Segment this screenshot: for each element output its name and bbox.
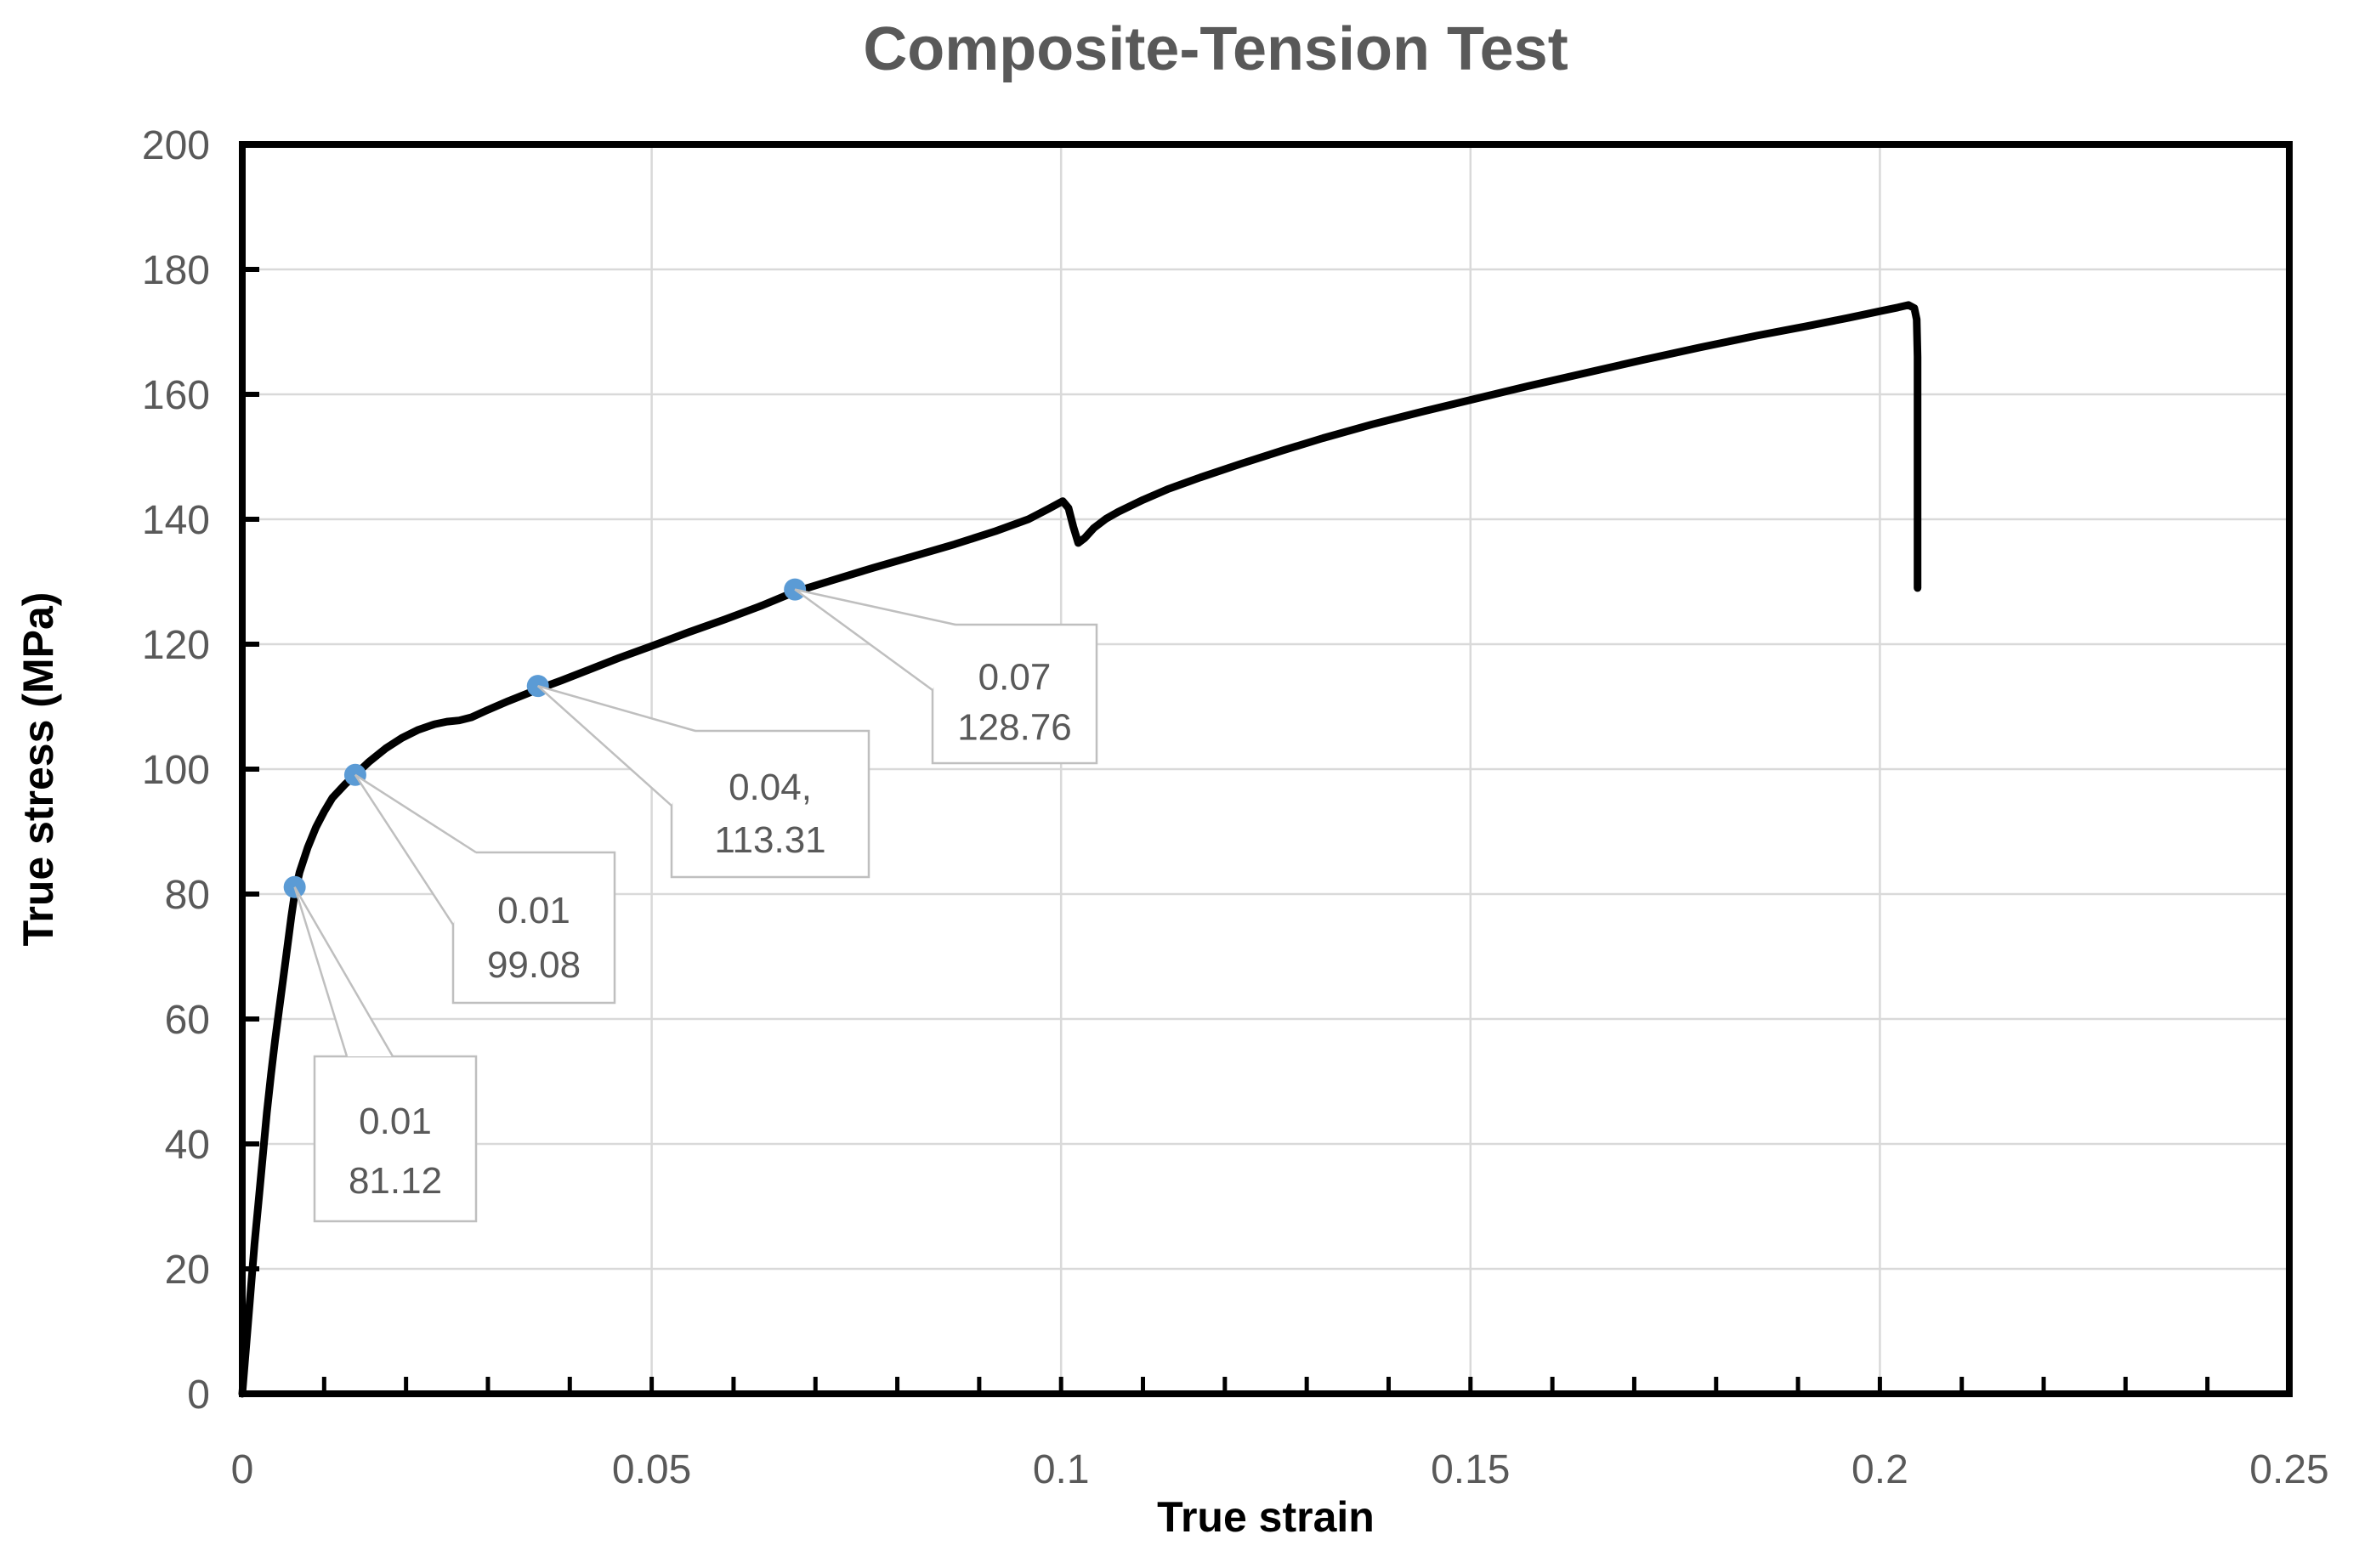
y-tick-label: 180	[142, 248, 210, 293]
callout-label-x: 0.01	[497, 890, 570, 931]
gridlines	[242, 144, 2289, 1394]
callout-pointer-fill	[795, 589, 956, 690]
callout-label-y: 81.12	[349, 1160, 442, 1202]
callout-label-x: 0.07	[978, 657, 1052, 699]
stress-strain-curve[interactable]	[238, 301, 1922, 1398]
data-series-curve[interactable]	[238, 301, 1922, 1398]
y-axis-title: True stress (MPa)	[14, 592, 62, 947]
y-tick-label: 100	[142, 748, 210, 793]
x-tick-label: 0	[231, 1447, 254, 1492]
y-tick-label: 120	[142, 623, 210, 668]
x-tick-label: 0.25	[2249, 1447, 2328, 1492]
callout-pointer-fill	[537, 686, 695, 806]
y-tick-label: 0	[187, 1373, 210, 1418]
x-axis-title: True strain	[1157, 1493, 1375, 1541]
callout-label-x: 0.04,	[729, 767, 812, 808]
callout-pointer-lines	[536, 684, 696, 807]
callout-pointer-lines	[293, 886, 394, 1057]
callout-label-x: 0.01	[359, 1101, 432, 1142]
callout-box[interactable]	[451, 851, 616, 1005]
callout-box[interactable]	[313, 1055, 478, 1223]
callout-pointer-fill	[354, 774, 476, 925]
y-tick-label: 80	[165, 873, 210, 918]
x-tick-label: 0.1	[1033, 1447, 1090, 1492]
callout-box[interactable]	[931, 623, 1098, 765]
x-tick-label: 0.05	[612, 1447, 691, 1492]
data-label-callouts[interactable]: 0.01 81.12 0.01 99.08 0.04, 113.31 0.07 128.76	[293, 588, 1098, 1223]
y-tick-label: 140	[142, 498, 210, 543]
y-tick-label: 60	[165, 998, 210, 1043]
callout-box[interactable]	[670, 729, 870, 879]
callout-pointer-lines	[354, 773, 477, 926]
y-tick-label: 20	[165, 1248, 210, 1293]
callout-label-y: 128.76	[957, 706, 1072, 748]
y-tick-label: 40	[165, 1123, 210, 1168]
callout-pointer-lines	[794, 588, 956, 692]
chart-title: Composite-Tension Test	[863, 15, 1568, 83]
y-tick-label: 200	[142, 123, 210, 168]
x-tick-label: 0.15	[1431, 1447, 1510, 1492]
callout-label-y: 113.31	[714, 819, 825, 861]
x-tick-label: 0.2	[1851, 1447, 1908, 1492]
tick-labels: 0 0.05 0.1 0.15 0.2 0.25 0 20 40 60 80 100 120 140 160…	[142, 123, 2329, 1492]
axis-ticks	[242, 267, 2210, 1394]
callout-label-y: 99.08	[487, 944, 581, 986]
y-tick-label: 160	[142, 373, 210, 418]
